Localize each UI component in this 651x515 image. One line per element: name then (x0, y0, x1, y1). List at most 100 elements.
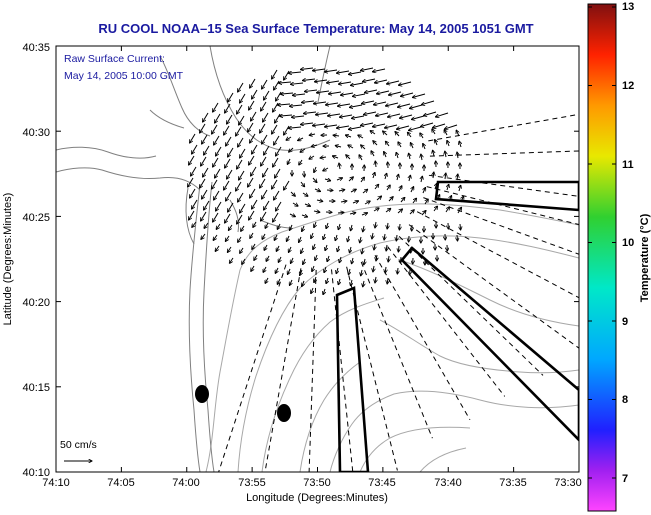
current-vector (385, 141, 390, 147)
current-vector (291, 116, 305, 117)
current-vector (263, 266, 266, 272)
y-tick-label: 40:35 (22, 42, 50, 54)
current-vector (326, 277, 328, 284)
current-vector (433, 150, 434, 157)
current-vector (190, 133, 196, 143)
current-vector (348, 126, 362, 129)
current-vector (298, 138, 304, 141)
current-vector (311, 145, 318, 147)
marker-ellipse-2 (277, 404, 291, 422)
current-vector (433, 172, 434, 179)
current-vector (445, 151, 446, 158)
current-vector (386, 80, 400, 84)
x-tick-label: 73:30 (554, 477, 582, 489)
current-vector (277, 104, 291, 105)
current-vector (287, 268, 290, 274)
current-vector (302, 280, 304, 287)
current-vector (201, 156, 207, 166)
current-vector (396, 234, 397, 241)
current-vector (274, 234, 277, 240)
current-vector (192, 221, 197, 227)
current-vector (313, 211, 320, 212)
current-vector (320, 157, 327, 158)
x-tick-label: 73:45 (368, 477, 396, 489)
current-vector (444, 130, 447, 136)
current-vector (261, 156, 267, 166)
current-vector (292, 94, 306, 95)
current-vector (352, 93, 366, 96)
current-vector (327, 114, 341, 116)
current-vectors (188, 68, 579, 472)
current-vector (279, 115, 293, 116)
shipping-lane-east (434, 180, 579, 212)
current-vector (302, 79, 316, 81)
current-vector (387, 277, 388, 284)
current-vector (238, 82, 244, 92)
colorbar-tick-label: 7 (622, 473, 628, 485)
current-vector (289, 214, 295, 217)
current-vector (299, 236, 301, 243)
current-vector (350, 224, 352, 231)
current-vector (336, 125, 350, 128)
current-vector (457, 207, 461, 214)
current-vector (214, 135, 220, 145)
current-vector (364, 201, 370, 204)
current-vector (396, 125, 410, 129)
current-vector (264, 145, 270, 155)
colorbar (587, 3, 617, 512)
current-vector (287, 158, 290, 164)
current-vector (339, 163, 340, 170)
current-vector (399, 186, 402, 192)
current-vector (240, 93, 246, 103)
x-tick-label: 73:40 (434, 477, 462, 489)
current-vector (201, 211, 207, 221)
current-vector (362, 247, 363, 254)
current-vector (421, 100, 435, 105)
current-vector (314, 80, 328, 82)
current-vector (376, 90, 390, 94)
current-vector (224, 125, 230, 135)
current-vector (203, 167, 209, 177)
current-vector (324, 179, 331, 181)
current-vector (226, 191, 232, 201)
current-vector (272, 69, 278, 79)
current-vector (375, 112, 389, 116)
current-vector (237, 104, 243, 114)
current-vector (397, 209, 403, 214)
current-vector (290, 83, 304, 84)
current-vector (421, 154, 422, 161)
current-vector (215, 113, 221, 123)
current-vector (423, 188, 425, 194)
current-vector (238, 192, 244, 202)
current-vector (273, 157, 279, 167)
colorbar-tick-label: 10 (622, 237, 634, 249)
current-vector (227, 114, 233, 124)
current-vector (249, 100, 255, 110)
current-vector (375, 221, 376, 228)
current-vector (314, 221, 316, 228)
current-vector (300, 68, 314, 69)
current-vector (288, 72, 302, 73)
colorbar-tick-label: 8 (622, 394, 628, 406)
radial-range-line (374, 255, 471, 421)
current-vector (215, 168, 221, 178)
current-vector (251, 111, 257, 121)
current-vector (324, 266, 326, 273)
current-vector (447, 140, 449, 147)
current-vector (275, 267, 278, 273)
current-vector (364, 89, 378, 93)
current-vector (249, 155, 255, 165)
current-vector (348, 71, 362, 74)
current-vector (347, 235, 349, 242)
current-vector (370, 131, 376, 135)
radial-range-line (387, 246, 506, 397)
colorbar-tick-label: 9 (622, 316, 628, 328)
current-vector (191, 166, 197, 176)
current-vector (409, 104, 423, 108)
current-vector (204, 200, 210, 210)
current-vector (345, 135, 352, 137)
current-vector (276, 201, 282, 211)
current-vector (290, 191, 295, 196)
current-vector (264, 200, 270, 210)
current-vector (412, 198, 416, 204)
